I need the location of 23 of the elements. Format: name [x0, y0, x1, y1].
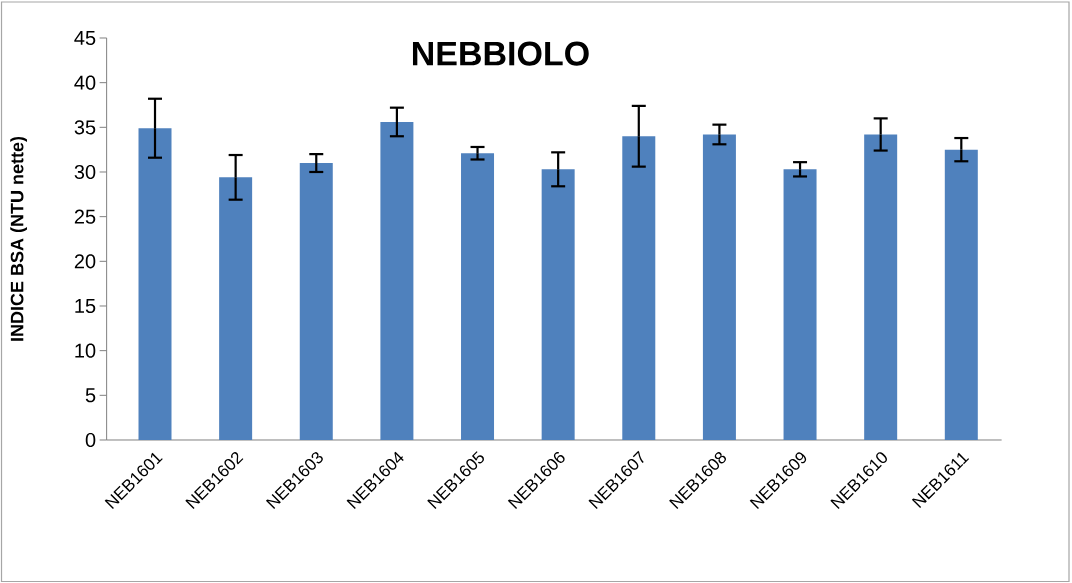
chart-title: NEBBIOLO	[412, 41, 589, 66]
y-axis-title: INDICE BSA (NTU nette)	[10, 136, 28, 341]
bar	[702, 134, 736, 440]
bar	[380, 121, 414, 440]
bar	[219, 177, 253, 440]
y-tick-label: 30	[74, 164, 96, 180]
y-tick-label: 20	[74, 254, 96, 269]
bar	[783, 169, 817, 440]
bar	[461, 153, 495, 440]
bar	[944, 149, 978, 440]
bar	[299, 163, 333, 440]
y-tick-label: 5	[85, 388, 96, 403]
bar	[138, 128, 172, 440]
bar	[541, 169, 575, 440]
bar	[622, 136, 656, 440]
y-tick-label: 10	[75, 343, 96, 358]
y-tick-label: 40	[74, 75, 96, 90]
y-tick-label: 25	[74, 209, 96, 224]
y-tick-label: 35	[74, 120, 96, 135]
bar	[864, 134, 898, 440]
y-tick-label: 15	[75, 299, 96, 313]
y-tick-label: 45	[74, 31, 96, 45]
y-tick-label: 0	[85, 432, 96, 448]
